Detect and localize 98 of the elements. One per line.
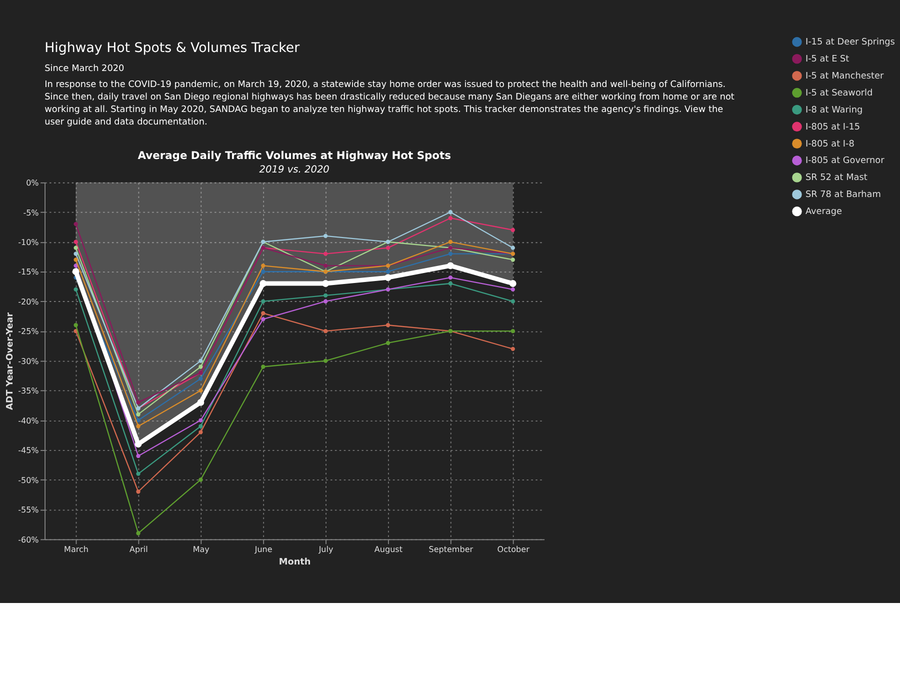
chart-subtitle: 2019 vs. 2020 (259, 164, 330, 176)
y-tick-label: -15% (18, 268, 40, 277)
point (74, 287, 78, 292)
point (261, 299, 266, 304)
legend-label: I-5 at E St (805, 54, 850, 65)
point (198, 430, 203, 434)
point (384, 274, 392, 282)
point (386, 270, 390, 274)
x-tick-label: June (254, 545, 272, 554)
point (448, 240, 453, 244)
point (448, 281, 453, 286)
point (136, 400, 140, 405)
point (510, 228, 515, 232)
point (510, 258, 515, 262)
point (198, 376, 203, 381)
point (510, 246, 515, 250)
point (74, 258, 78, 262)
point (72, 268, 80, 276)
point (323, 293, 328, 298)
point (322, 280, 330, 287)
y-tick-label: -55% (18, 506, 40, 515)
point (198, 388, 203, 393)
legend-label: I-15 at Deer Springs (805, 38, 896, 48)
point (510, 328, 515, 334)
y-tick-label: -50% (18, 476, 40, 485)
x-tick-label: August (374, 545, 402, 554)
text: Since March 2020 (44, 64, 125, 74)
x-axis-title: Month (278, 558, 311, 568)
legend-label: Average (805, 207, 842, 218)
text: In response to the COVID-19 pandemic, on March 19, 2020, a statewide stay home order was issued to protect the health and well-being of Californians. Since then, daily travel on San Diego regional highways has been drastically reduced because many San Diegans are either working from home or are not working at all. Starting in May 2020, SANDAG began to analyze ten highway traffic hot spots. This tracker demonstrates the agency's findings. View the user guide and data documentation. (44, 80, 735, 128)
point (136, 424, 140, 428)
y-tick-label: -45% (18, 446, 40, 456)
legend-label: SR 78 at Barham (805, 190, 881, 200)
point (198, 424, 203, 428)
point (136, 490, 140, 494)
y-tick-label: -30% (18, 356, 40, 366)
point (198, 478, 203, 482)
y-tick-label: -35% (18, 386, 40, 396)
point (323, 264, 328, 268)
y-tick-label: -60% (18, 535, 40, 544)
point (448, 252, 453, 256)
point (261, 264, 266, 268)
point (197, 398, 204, 406)
y-tick-label: -20% (18, 297, 40, 306)
point (136, 454, 140, 458)
point (198, 358, 203, 363)
x-tick-label: July (318, 545, 334, 554)
y-tick-label: -5% (23, 208, 40, 218)
legend-label: I-5 at Seaworld (805, 88, 873, 98)
y-tick-label: -10% (18, 238, 40, 248)
point (510, 287, 515, 292)
point (323, 358, 328, 363)
point (386, 323, 390, 328)
point (510, 346, 515, 352)
y-axis-title: ADT Year-Over-Year (6, 312, 16, 410)
point (386, 340, 390, 346)
x-tick-label: April (130, 545, 148, 554)
point (74, 240, 78, 244)
point (509, 280, 516, 287)
y-tick-label: 0% (26, 178, 40, 188)
point (323, 234, 328, 238)
legend-label: I-805 at I-15 (805, 122, 860, 132)
point (261, 364, 266, 369)
point (323, 299, 328, 304)
point (260, 280, 267, 287)
point (136, 472, 140, 476)
point (74, 323, 78, 328)
y-tick-label: -25% (18, 327, 40, 336)
point (510, 299, 515, 304)
x-tick-label: September (428, 545, 474, 554)
point (448, 210, 453, 214)
point (446, 262, 454, 270)
x-tick-label: March (64, 545, 88, 554)
point (261, 270, 266, 274)
point (448, 275, 453, 280)
chart-title: Average Daily Traffic Volumes at Highway Hot Spots (138, 149, 451, 162)
point (136, 412, 140, 416)
legend-label: I-805 at Governor (805, 156, 885, 166)
legend-label: I-8 at Waring (805, 105, 863, 116)
point (386, 246, 390, 250)
y-tick-label: -40% (18, 416, 40, 426)
point (74, 252, 78, 256)
legend-label: I-5 at Manchester (805, 72, 884, 82)
point (323, 328, 328, 334)
text: Highway Hot Spots & Volumes Tracker (44, 41, 300, 56)
point (136, 531, 140, 536)
point (74, 246, 78, 250)
point (198, 364, 203, 369)
legend-label: SR 52 at Mast (805, 173, 868, 184)
point (448, 216, 453, 220)
x-tick-label: May (192, 545, 210, 554)
point (261, 311, 266, 316)
legend-label: I-805 at I-8 (805, 139, 855, 150)
point (198, 418, 203, 422)
point (261, 317, 266, 322)
x-tick-label: October (497, 545, 530, 554)
point (323, 252, 328, 256)
point (74, 222, 78, 226)
